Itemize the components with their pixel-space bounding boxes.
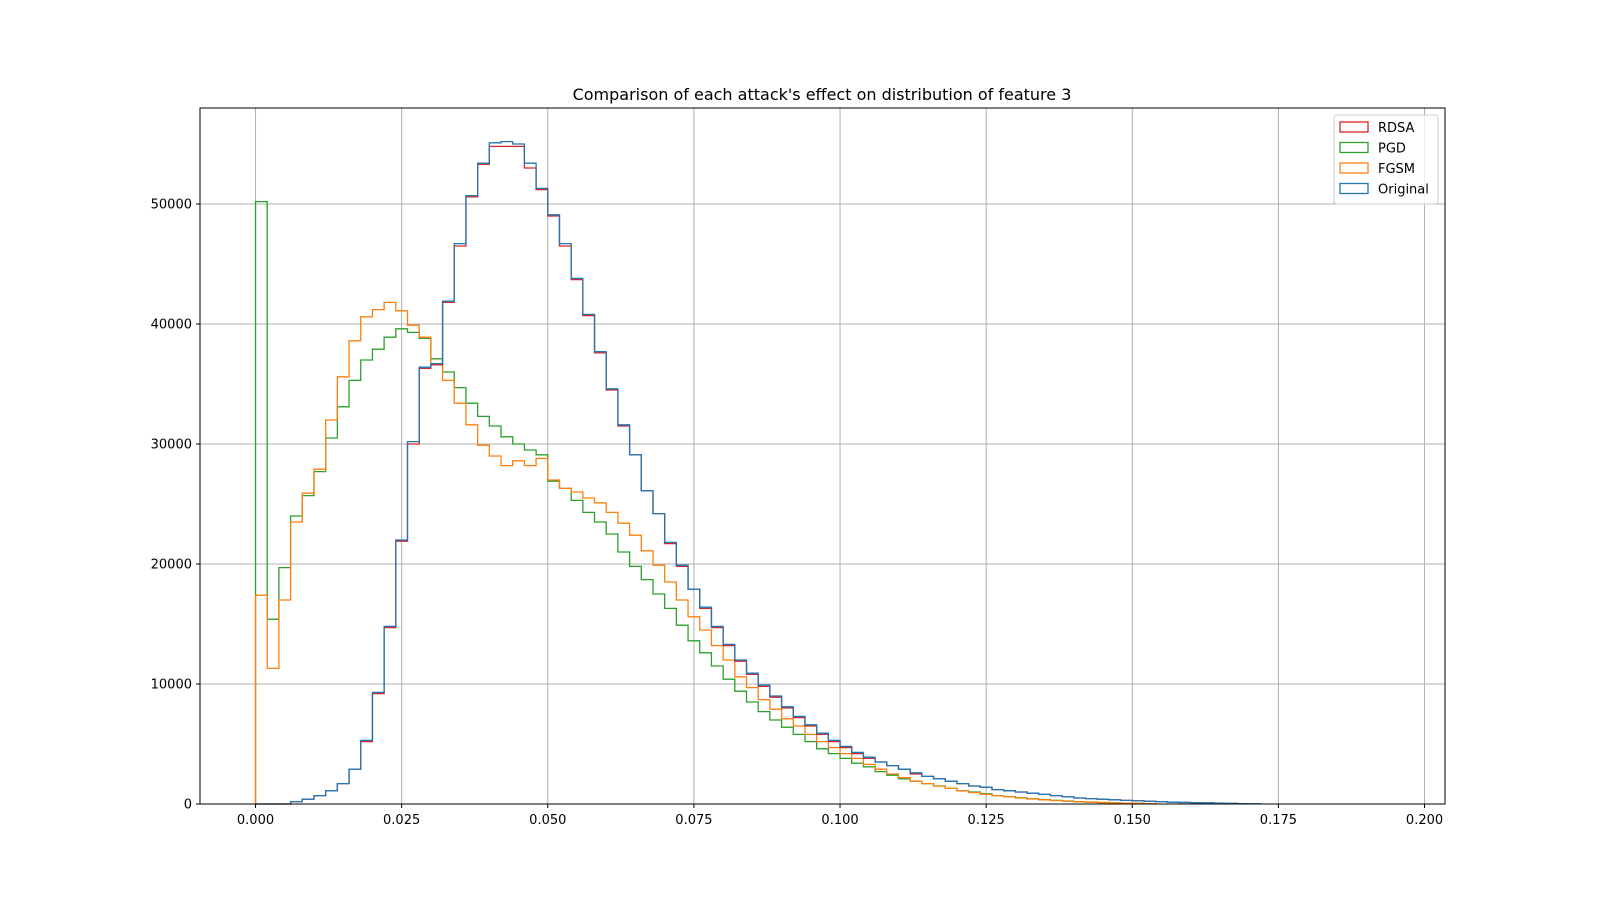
x-tick-label: 0.150 [1114,813,1151,828]
x-tick-label: 0.200 [1406,813,1443,828]
legend-swatch-pgd [1339,141,1369,154]
legend-swatch-fgsm [1339,162,1369,174]
y-tick-label: 40000 [151,318,192,333]
y-tick-label: 20000 [151,558,192,573]
legend-box [1333,114,1439,205]
chart-title: Comparison of each attack's effect on di… [573,85,1072,104]
legend-label-fgsm: FGSM [1378,162,1415,177]
y-tick-label: 0 [184,798,192,813]
x-tick-label: 0.050 [529,813,566,828]
x-tick-label: 0.125 [968,813,1005,828]
x-tick-label: 0.025 [383,813,420,828]
legend-swatch-original [1339,182,1369,195]
series-original-step [255,140,1262,805]
x-tick-label: 0.000 [237,813,274,828]
y-axis: 0 10000 20000 30000 40000 50000 [151,198,200,813]
x-tick-label: 0.100 [821,813,858,828]
x-tick-label: 0.075 [675,813,712,828]
x-tick-label: 0.175 [1260,813,1297,828]
legend-items: RDSA PGD FGSM Original [1339,121,1429,198]
legend-label-original: Original [1378,183,1429,198]
series-fgsm-step [254,301,1157,805]
legend: RDSA PGD FGSM Original [1333,114,1439,205]
x-axis: 0.000 0.025 0.050 0.075 0.100 0.125 0.150 0.175… [237,804,1443,828]
legend-label-pgd: PGD [1378,142,1406,157]
plot-area-frame [199,107,1446,805]
y-tick-label: 30000 [151,438,192,453]
y-tick-label: 50000 [151,198,192,213]
y-tick-label: 10000 [151,678,192,693]
legend-swatch-rdsa [1339,121,1369,133]
series-layer [254,140,1262,805]
legend-label-rdsa: RDSA [1378,121,1415,136]
